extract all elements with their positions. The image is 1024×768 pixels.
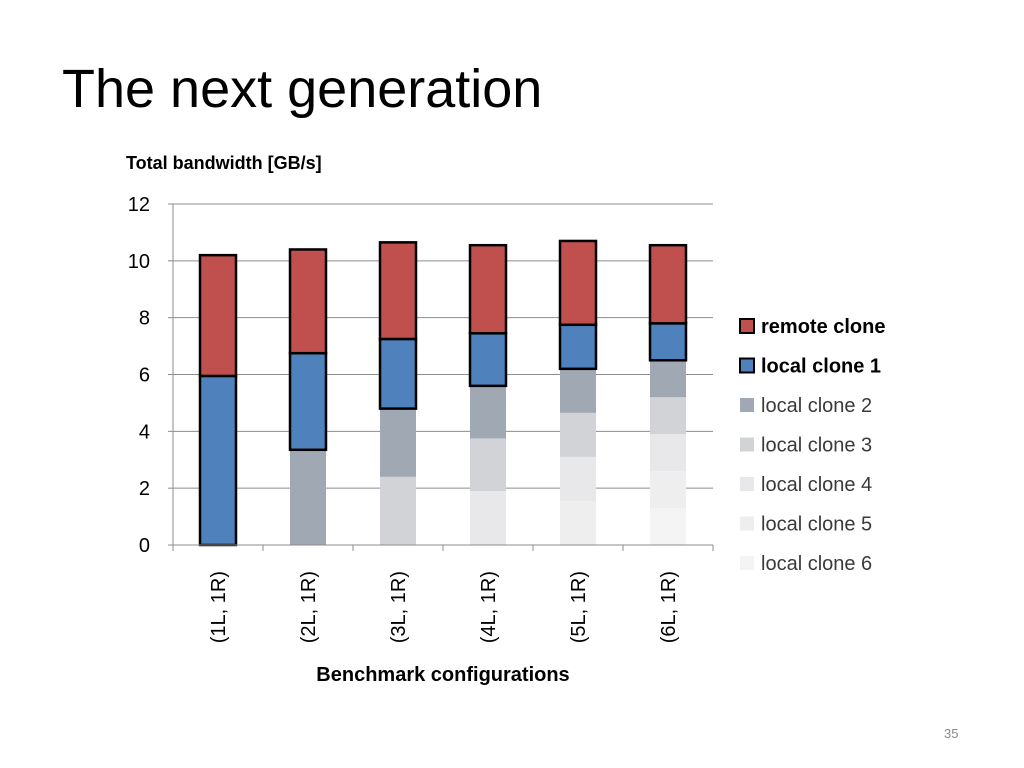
slide-title: The next generation xyxy=(62,59,543,119)
legend-swatch xyxy=(740,477,754,491)
legend-label: local clone 6 xyxy=(761,553,872,575)
bar-segment-local-clone-1 xyxy=(648,322,688,362)
legend-swatch xyxy=(740,556,754,570)
page-number: 35 xyxy=(944,726,959,741)
y-tick-label: 2 xyxy=(139,478,150,500)
legend-label: local clone 1 xyxy=(761,356,881,378)
bar-segment-remote-clone xyxy=(288,248,328,355)
bar-segment-local-clone-3 xyxy=(470,438,506,492)
bar-segment-local-clone-6 xyxy=(650,508,686,545)
legend-label: remote clone xyxy=(761,316,885,338)
axes: 0 2 4 6 8 10 12 (1L, 1R) (2L, 1R) (3L, 1R) (4L, 1R… xyxy=(128,194,714,643)
x-tick-label: (6L, 1R) xyxy=(658,571,680,643)
chart-title: Total bandwidth [GB/s] xyxy=(126,153,322,173)
bar-segment-local-clone-1 xyxy=(468,332,508,388)
legend-swatch xyxy=(740,398,754,412)
bar-segment-local-clone-1 xyxy=(378,337,418,410)
legend-label: local clone 2 xyxy=(761,395,872,417)
bar-segment-local-clone-5 xyxy=(560,500,596,545)
x-tick-label: (1L, 1R) xyxy=(208,571,230,643)
legend-swatch xyxy=(739,318,755,334)
y-tick-label: 12 xyxy=(128,194,150,216)
bar-segment-remote-clone xyxy=(198,253,238,378)
bar-segment-local-clone-2 xyxy=(290,449,326,545)
bar-segment-remote-clone xyxy=(648,243,688,325)
bar-segment-local-clone-4 xyxy=(560,456,596,501)
gridlines xyxy=(173,203,713,489)
bar-segment-remote-clone xyxy=(558,239,598,327)
bar-segment-local-clone-2 xyxy=(560,368,596,413)
x-tick-label: (3L, 1R) xyxy=(388,571,410,643)
y-tick-label: 0 xyxy=(139,535,150,557)
bar-segment-local-clone-4 xyxy=(470,491,506,545)
bar-segment-local-clone-4 xyxy=(650,434,686,472)
bar-segment-local-clone-1 xyxy=(558,323,598,371)
legend: remote clone local clone 1 local clone 2 lo… xyxy=(739,316,885,575)
bar-segment-local-clone-3 xyxy=(380,476,416,545)
legend-label: local clone 3 xyxy=(761,435,872,457)
bars xyxy=(198,239,688,547)
bar-segment-local-clone-3 xyxy=(650,397,686,435)
legend-label: local clone 4 xyxy=(761,474,872,496)
bar-segment-local-clone-5 xyxy=(650,471,686,509)
legend-swatch xyxy=(739,357,755,374)
bar-segment-local-clone-2 xyxy=(470,385,506,439)
y-tick-label: 8 xyxy=(139,308,150,330)
bar-segment-remote-clone xyxy=(468,243,508,335)
bar-segment-local-clone-3 xyxy=(560,412,596,457)
y-tick-label: 10 xyxy=(128,251,150,273)
legend-swatch xyxy=(740,437,754,452)
x-tick-label: (4L, 1R) xyxy=(478,571,500,643)
y-tick-label: 4 xyxy=(139,421,150,443)
x-tick-label: (5L, 1R) xyxy=(568,571,590,643)
bar-segment-local-clone-2 xyxy=(650,360,686,398)
bar-segment-local-clone-1 xyxy=(198,374,238,547)
x-tick-label: (2L, 1R) xyxy=(298,571,320,643)
bar-segment-remote-clone xyxy=(378,241,418,341)
bar-segment-local-clone-1 xyxy=(288,351,328,452)
legend-label: local clone 5 xyxy=(761,514,872,536)
legend-swatch xyxy=(740,516,754,531)
bar-segment-local-clone-2 xyxy=(380,408,416,477)
x-axis-title: Benchmark configurations xyxy=(316,664,569,686)
y-tick-label: 6 xyxy=(139,365,150,387)
